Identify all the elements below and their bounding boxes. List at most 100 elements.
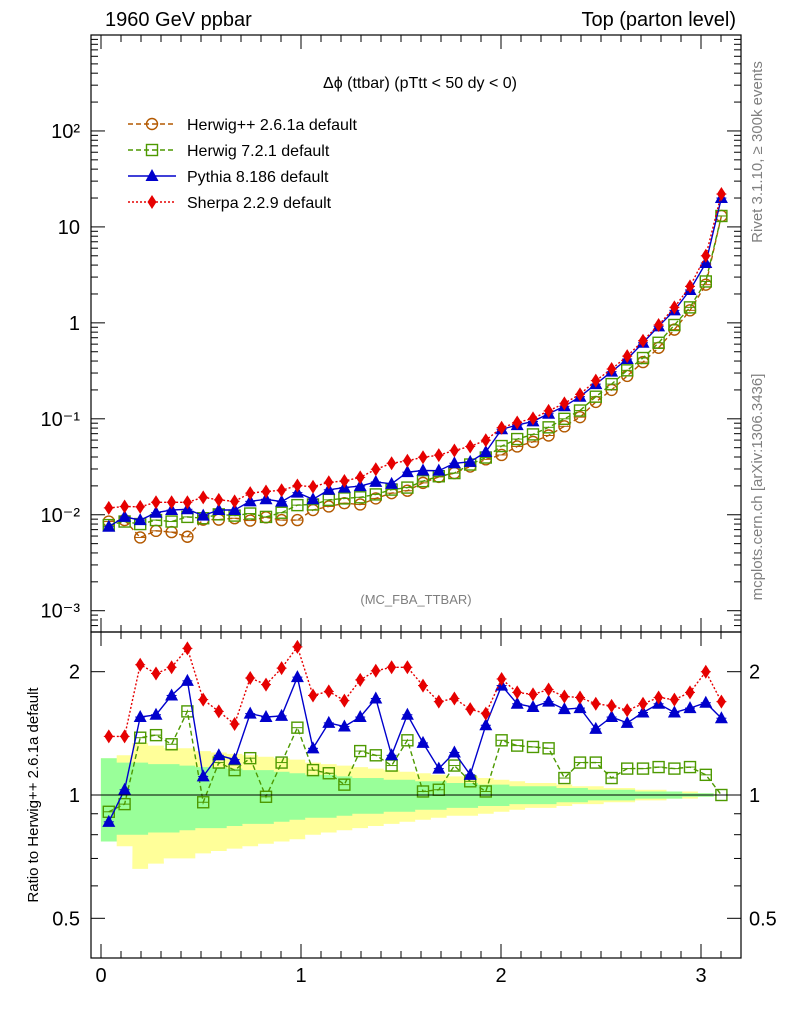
main-point (416, 463, 430, 476)
ratio-point (605, 710, 619, 723)
main-point (261, 484, 271, 499)
ratio-point (573, 756, 587, 769)
rivet-label: Rivet 3.1.10, ≥ 300k events (749, 61, 766, 243)
main-point (401, 481, 414, 494)
ratio-point (622, 703, 632, 718)
main-point (621, 364, 634, 377)
main-point (683, 301, 697, 314)
legend-marker-sherpa (147, 195, 157, 209)
main-point (228, 503, 242, 516)
ratio-point (180, 673, 194, 686)
ratio-point (385, 748, 399, 761)
ratio-point (512, 685, 522, 700)
main-point (542, 429, 555, 442)
ratio-point (196, 769, 210, 782)
main-point (716, 187, 726, 202)
ratio-point (526, 699, 540, 712)
main-point (371, 462, 381, 477)
ratio-point (479, 718, 493, 731)
ratio-point (652, 760, 665, 774)
ratio-point (292, 639, 302, 654)
main-point (369, 474, 383, 487)
main-point (369, 488, 382, 501)
ratio-ytick-label: 2 (69, 662, 80, 684)
main-point (497, 420, 507, 435)
ratio-point (463, 767, 477, 780)
ratio-point (575, 690, 585, 705)
main-point (120, 499, 130, 514)
main-point (165, 515, 178, 528)
main-point (387, 456, 397, 471)
main-point (133, 513, 147, 526)
ratio-point (387, 660, 397, 675)
ratio-point (418, 678, 428, 693)
ratio-point (165, 738, 178, 751)
main-point (308, 479, 318, 494)
main-point (243, 507, 257, 520)
ratio-point (261, 677, 271, 692)
main-point (353, 479, 367, 492)
ratio-point (620, 715, 634, 728)
ratio-point (338, 778, 351, 791)
main-point (558, 412, 571, 426)
main-point (354, 491, 367, 504)
ratio-point (667, 705, 681, 718)
main-ytick-label: 10² (51, 121, 80, 143)
main-point (638, 333, 648, 348)
ratio-sherpa (103, 639, 727, 744)
main-line (108, 215, 723, 526)
main-point (589, 390, 602, 403)
main-point (385, 476, 399, 489)
main-point (167, 495, 177, 510)
legend-label-herwigpp: Herwig++ 2.6.1a default (187, 117, 357, 134)
main-point (669, 300, 679, 315)
ratio-point (542, 742, 555, 755)
main-line (108, 215, 723, 539)
ratio-point (557, 702, 571, 715)
main-ytick-label: 10⁻¹ (41, 409, 81, 431)
main-point (607, 362, 617, 377)
main-point (512, 415, 522, 430)
legend-label-sherpa: Sherpa 2.2.9 default (187, 195, 332, 212)
ratio-point (198, 692, 208, 707)
main-point (243, 494, 257, 507)
ratio-point (526, 740, 540, 754)
header-left: 1960 GeV ppbar (105, 9, 252, 31)
ratio-point (636, 762, 650, 775)
ratio-point (275, 756, 288, 769)
main-ytick-label: 10 (58, 217, 80, 239)
main-point (573, 410, 587, 424)
main-point (432, 463, 446, 476)
ratio-point (290, 670, 304, 683)
ratio-point (497, 671, 507, 686)
ratio-point (416, 785, 430, 798)
ratio-line (108, 645, 723, 738)
main-point (339, 473, 349, 488)
main-point (182, 495, 192, 510)
ratio-point (495, 734, 508, 747)
main-ytick-label: 10⁻² (41, 505, 81, 527)
ratio-point (716, 694, 726, 709)
ratio-point (369, 691, 383, 704)
main-point (605, 377, 618, 391)
ratio-point (605, 771, 618, 785)
main-point (291, 498, 304, 512)
main-point (668, 318, 681, 332)
ratio-point (528, 687, 538, 702)
main-line (108, 193, 723, 509)
main-point (481, 433, 491, 448)
main-point (526, 428, 540, 441)
ratio-point (544, 682, 554, 697)
series-layer (102, 187, 728, 827)
ratio-ytick-label: 0.5 (52, 908, 80, 930)
main-point (275, 506, 288, 519)
ratio-ytick-label-right: 0.5 (749, 908, 777, 930)
ratio-point (354, 744, 367, 758)
ratio-point (542, 694, 556, 707)
main-point (243, 514, 257, 527)
main-line (108, 197, 723, 528)
uncertainty-bands (100, 742, 730, 869)
main-point (495, 448, 508, 462)
ratio-point (449, 691, 459, 706)
ratio-point (668, 762, 681, 775)
